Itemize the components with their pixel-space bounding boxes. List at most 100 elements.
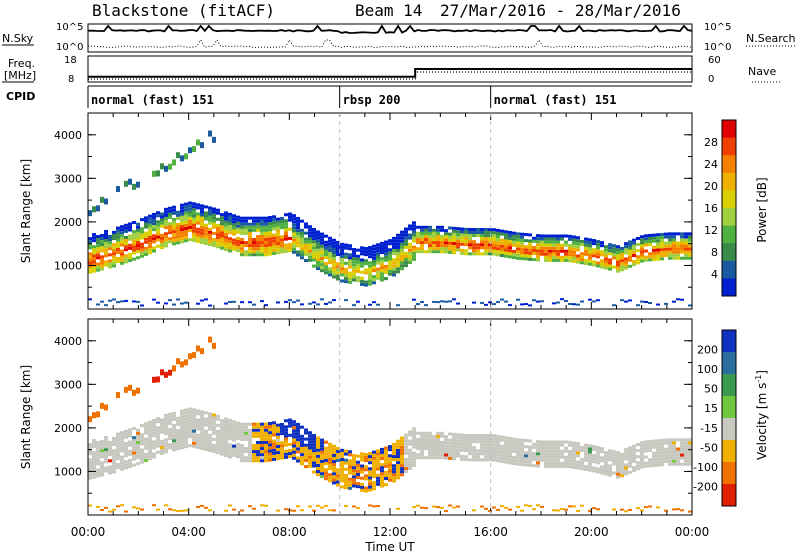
- velocity-cell: [508, 449, 512, 453]
- velocity-cell: [104, 448, 108, 452]
- power-cell: [156, 232, 160, 236]
- power-cell: [504, 242, 508, 246]
- velocity-cell: [264, 444, 268, 448]
- x-tick-label: 04:00: [171, 525, 206, 539]
- velocity-cell: [508, 446, 512, 450]
- velocity-cell: [400, 454, 404, 458]
- power-cell: [172, 220, 176, 224]
- power-cell: [360, 276, 364, 280]
- velocity-cell: [252, 450, 256, 454]
- velocity-cell: [540, 446, 544, 450]
- velocity-cell: [488, 509, 492, 512]
- power-cell: [172, 233, 176, 237]
- velocity-cell: [548, 443, 552, 447]
- velocity-cell: [436, 431, 440, 435]
- power-cell: [400, 255, 404, 259]
- velocity-cell: [584, 458, 588, 462]
- velocity-cell: [436, 447, 440, 451]
- power-cell: [512, 237, 516, 241]
- power-cell: [304, 240, 308, 244]
- power-cell: [508, 230, 512, 234]
- power-cell: [144, 219, 148, 223]
- velocity-cell: [164, 432, 168, 436]
- power-cell: [88, 240, 92, 244]
- x-tick-label: 12:00: [373, 525, 408, 539]
- power-cell: [544, 237, 548, 241]
- power-cell: [184, 205, 188, 209]
- power-cell: [268, 219, 272, 223]
- power-cell: [372, 244, 376, 248]
- velocity-cell: [136, 507, 140, 510]
- velocity-cell: [148, 445, 152, 449]
- velocity-cell: [192, 429, 196, 433]
- velocity-cell: [172, 423, 176, 427]
- velocity-cell: [328, 451, 332, 455]
- velocity-cell: [268, 425, 272, 429]
- velocity-cell: [376, 467, 380, 471]
- colorbar-segment: [722, 374, 736, 397]
- power-ylabel: Slant Range [km]: [19, 159, 33, 263]
- velocity-cell: [328, 464, 332, 468]
- power-cell: [624, 257, 628, 261]
- power-cell: [392, 252, 396, 256]
- power-cell: [332, 269, 336, 273]
- power-cell: [184, 230, 188, 234]
- power-cell: [296, 238, 300, 242]
- power-cell: [380, 260, 384, 264]
- velocity-cell: [520, 460, 524, 464]
- velocity-cell: [260, 444, 264, 448]
- velocity-cell: [532, 454, 536, 458]
- power-cell: [484, 249, 488, 253]
- power-cell: [620, 259, 624, 263]
- power-cell: [412, 221, 416, 225]
- velocity-cell: [108, 450, 112, 454]
- power-cell: [332, 275, 336, 279]
- power-cell: [544, 252, 548, 256]
- velocity-cell: [200, 504, 204, 507]
- velocity-cell: [564, 508, 568, 511]
- power-cell: [624, 300, 628, 303]
- velocity-cell: [688, 456, 692, 460]
- power-cell: [640, 238, 644, 242]
- velocity-cell: [584, 452, 588, 456]
- power-cell: [300, 228, 304, 232]
- velocity-cell: [432, 434, 436, 438]
- power-cell: [236, 230, 240, 234]
- velocity-cell: [88, 473, 92, 477]
- power-cell: [208, 221, 212, 225]
- power-cell: [484, 303, 488, 306]
- power-cell: [680, 244, 684, 248]
- power-cell: [368, 255, 372, 259]
- power-cell: [224, 238, 228, 242]
- velocity-cell: [104, 451, 108, 455]
- power-cell: [560, 243, 564, 247]
- colorbar-tick-label: -100: [693, 461, 718, 474]
- velocity-cell: [504, 439, 508, 443]
- velocity-cell: [248, 434, 252, 438]
- power-cell: [672, 238, 676, 242]
- velocity-cell: [616, 475, 620, 479]
- velocity-cell: [168, 412, 172, 416]
- power-cell: [584, 252, 588, 256]
- velocity-cell: [500, 453, 504, 457]
- velocity-cell: [236, 455, 240, 459]
- colorbar-tick-label: 20: [704, 180, 718, 193]
- velocity-cell: [212, 422, 216, 426]
- power-cell: [580, 252, 584, 256]
- power-cell: [124, 257, 128, 261]
- velocity-cell: [552, 461, 556, 465]
- velocity-cell: [136, 440, 140, 444]
- velocity-cell: [668, 441, 672, 445]
- power-cell: [484, 252, 488, 256]
- station-title: Blackstone (fitACF): [92, 1, 275, 20]
- velocity-cell: [104, 442, 108, 446]
- power-cell: [316, 245, 320, 249]
- power-cell: [644, 243, 648, 247]
- velocity-cell: [676, 447, 680, 451]
- velocity-cell: [184, 436, 188, 440]
- velocity-cell: [472, 440, 476, 444]
- power-cell: [436, 238, 440, 242]
- velocity-cell: [376, 455, 380, 459]
- velocity-cell: [180, 509, 184, 512]
- velocity-cell: [592, 466, 596, 470]
